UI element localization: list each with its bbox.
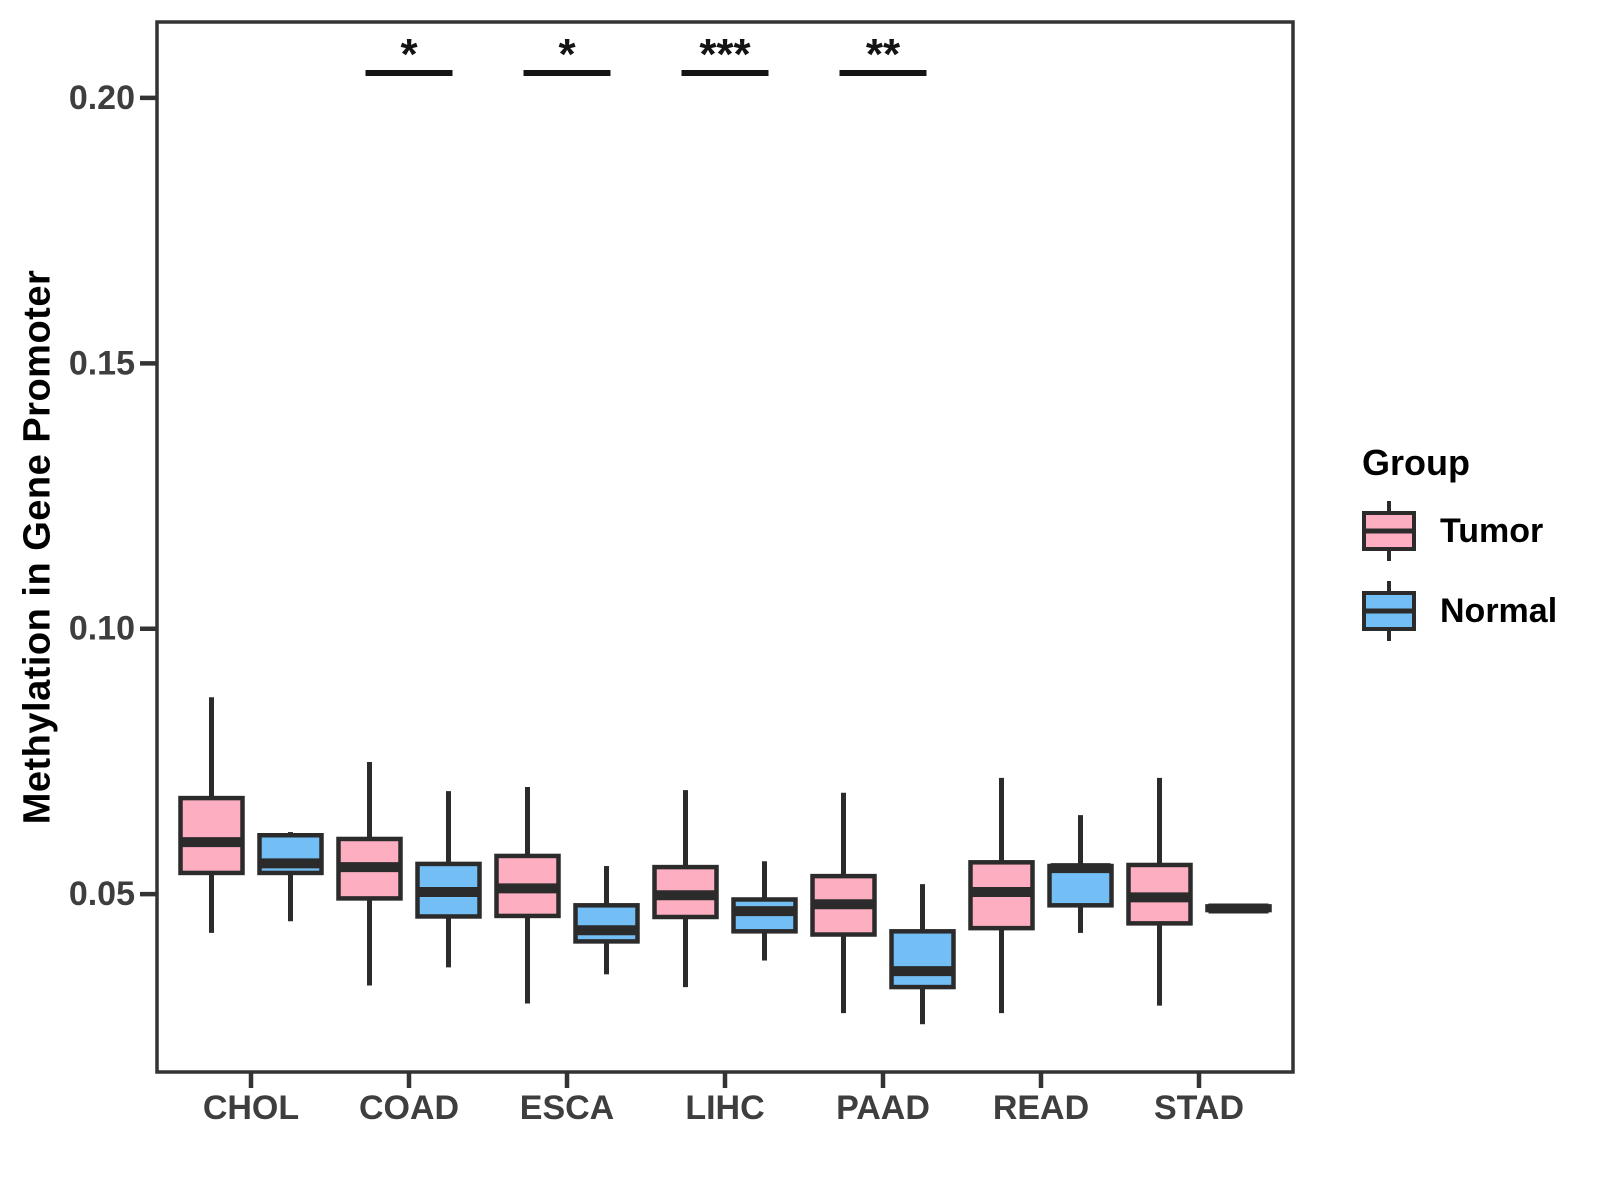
y-tick-label: 0.15 [69, 344, 135, 382]
x-tick-label-lihc: LIHC [685, 1089, 764, 1127]
legend-title: Group [1362, 442, 1470, 483]
x-tick-label-read: READ [993, 1089, 1089, 1127]
significance-label-esca: * [558, 30, 576, 79]
x-tick-label-esca: ESCA [520, 1089, 614, 1127]
y-axis-title: Methylation in Gene Promoter [16, 269, 59, 825]
box-paad-normal [889, 929, 956, 990]
y-tick-label: 0.10 [69, 610, 135, 648]
normal-boxplot-key-icon [1362, 581, 1416, 641]
panel-border [155, 20, 1295, 1074]
legend-item-normal: Normal [1360, 578, 1557, 644]
y-tick-label: 0.20 [69, 79, 135, 117]
significance-label-coad: * [400, 30, 418, 79]
significance-label-lihc: *** [699, 30, 751, 79]
x-tick-label-paad: PAAD [836, 1089, 930, 1127]
tumor-boxplot-key-icon [1362, 501, 1416, 561]
legend-label-tumor: Tumor [1440, 511, 1544, 550]
box-esca-normal [573, 903, 640, 944]
legend-item-tumor: Tumor [1360, 498, 1557, 564]
legend-label-normal: Normal [1440, 591, 1558, 630]
significance-label-paad: ** [866, 30, 901, 79]
x-tick-label-coad: COAD [359, 1089, 459, 1127]
box-chol-tumor [178, 795, 245, 876]
x-tick-label-chol: CHOL [203, 1089, 299, 1127]
x-tick-label-stad: STAD [1154, 1089, 1244, 1127]
y-tick-label: 0.05 [69, 875, 135, 913]
legend: Group Tumor Normal [1360, 442, 1557, 644]
